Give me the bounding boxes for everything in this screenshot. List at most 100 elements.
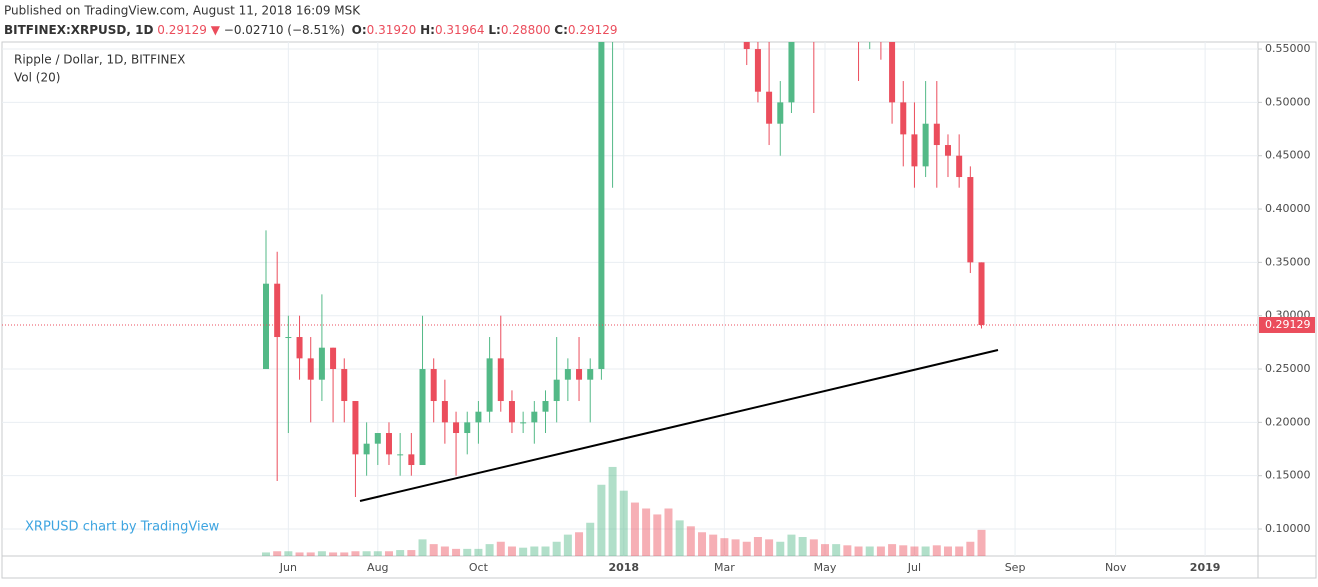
volume-bar (943, 546, 952, 556)
candle-body (922, 123, 929, 167)
volume-bar (731, 539, 740, 556)
volume-bar (709, 534, 718, 556)
volume-bar (787, 534, 796, 556)
candle-body (318, 347, 325, 380)
volume-bar (608, 466, 617, 556)
volume-bar (653, 514, 662, 556)
y-tick-label: 0.55000 (1265, 42, 1311, 55)
volume-bar (563, 534, 572, 556)
volume-bar (485, 544, 494, 556)
candle-body (352, 401, 359, 455)
y-tick-label: 0.25000 (1265, 362, 1311, 375)
volume-bar (832, 544, 841, 556)
volume-bar (742, 541, 751, 556)
y-tick-label: 0.15000 (1265, 469, 1311, 482)
volume-bar (843, 545, 852, 556)
volume-pane (262, 466, 986, 556)
price: 0.29129 (157, 23, 207, 37)
volume-bar (530, 546, 539, 556)
volume-bar (362, 551, 371, 556)
volume-bar (407, 550, 416, 556)
candle-body (576, 369, 583, 380)
series-title: Ripple / Dollar, 1D, BITFINEX (14, 53, 185, 67)
axes: 0.100000.150000.200000.250000.300000.350… (2, 42, 1315, 574)
candle-body (743, 42, 750, 50)
volume-bar (474, 548, 483, 556)
candle-body (788, 42, 795, 103)
candle-body (553, 379, 560, 402)
candle-body (933, 123, 940, 146)
candle-body (956, 155, 963, 178)
volume-bar (597, 484, 606, 556)
candle-body (564, 369, 571, 380)
candle-body (341, 369, 348, 402)
y-tick-label: 0.35000 (1265, 255, 1311, 268)
volume-title: Vol (20) (14, 71, 60, 85)
x-tick-label: Nov (1105, 561, 1127, 574)
candle-body (385, 433, 392, 455)
candle-body (520, 422, 527, 424)
x-tick-label: Aug (367, 561, 388, 574)
volume-bar (753, 537, 762, 556)
candle-body (408, 454, 415, 466)
volume-bar (977, 529, 986, 556)
candle-body (397, 454, 404, 456)
candle-body (307, 358, 314, 380)
candle-body (363, 443, 370, 455)
candle-body (486, 358, 493, 412)
candle-body (475, 411, 482, 423)
volume-bar (698, 532, 707, 556)
published-note: Published on TradingView.com, August 11,… (4, 4, 361, 18)
candle-body (754, 49, 761, 92)
volume-bar (463, 548, 472, 556)
volume-bar (642, 508, 651, 556)
candle-body (587, 369, 594, 380)
candle-body (285, 337, 292, 339)
x-tick-label: Mar (714, 561, 735, 574)
candle-body (453, 422, 460, 434)
chart-frame (1, 41, 1317, 579)
x-tick-label: 2019 (1190, 561, 1221, 574)
volume-bar (821, 544, 829, 556)
volume-bar (507, 546, 516, 556)
volume-bar (541, 546, 550, 556)
y-tick-label: 0.10000 (1265, 522, 1311, 535)
volume-bar (575, 532, 584, 556)
trend-line (359, 349, 999, 502)
ohlc-value: 0.31920 (367, 23, 417, 37)
x-tick-label: May (814, 561, 837, 574)
volume-bar (910, 546, 919, 556)
ohlc-label: C: (554, 23, 568, 37)
volume-bar (340, 552, 349, 556)
candle-body (598, 42, 605, 370)
ohlc-value: 0.31964 (435, 23, 485, 37)
candle-body (878, 0, 884, 38)
y-tick-label: 0.50000 (1265, 95, 1311, 108)
candle-body (867, 0, 873, 17)
volume-bar (809, 539, 818, 556)
candles (263, 0, 985, 498)
volume-bar (306, 552, 315, 556)
volume-bar (630, 502, 639, 556)
candle-body (900, 102, 907, 135)
candle-body (531, 411, 538, 423)
volume-bar (273, 551, 282, 556)
volume-bar (675, 520, 684, 556)
volume-bar (921, 546, 930, 556)
volume-bar (440, 546, 449, 556)
candle-body (274, 283, 281, 338)
volume-bar (429, 544, 438, 556)
ohlc-value: 0.28800 (501, 23, 551, 37)
x-tick-label: Jul (907, 561, 921, 574)
volume-bar (262, 552, 270, 556)
candle-body (944, 145, 951, 156)
volume-bar (384, 551, 393, 556)
candle-body (430, 369, 437, 402)
y-tick-label: 0.20000 (1265, 415, 1311, 428)
ohlc-label: O: (352, 23, 367, 37)
y-tick-label: 0.45000 (1265, 149, 1311, 162)
candle-body (766, 91, 773, 124)
volume-bar (865, 546, 874, 556)
volume-bar (351, 551, 360, 556)
